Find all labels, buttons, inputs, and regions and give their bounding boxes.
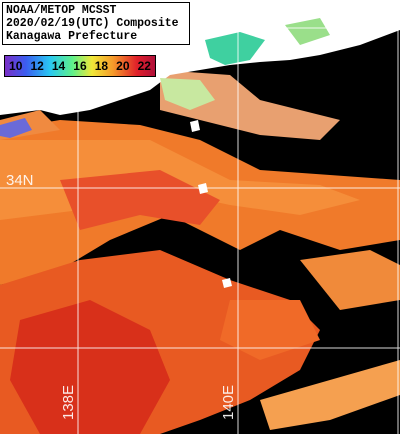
colorbar-label: 20 <box>116 59 130 73</box>
sea-surface <box>0 70 400 434</box>
header-box: NOAA/METOP MCSST 2020/02/19(UTC) Composi… <box>2 2 190 45</box>
lon-label: 138E <box>60 384 77 420</box>
colorbar-label: 22 <box>137 59 151 73</box>
colorbar-label: 18 <box>94 59 109 73</box>
color-bar: 10 12 14 16 18 20 22 <box>4 55 156 77</box>
header-line: Kanagawa Prefecture <box>6 30 138 43</box>
colorbar-label: 12 <box>30 59 44 73</box>
colorbar-label: 16 <box>73 59 87 73</box>
colorbar-label: 10 <box>9 59 23 73</box>
lon-label: 140E <box>220 384 237 420</box>
lat-label: 34N <box>6 172 34 189</box>
header-line: NOAA/METOP MCSST <box>6 4 117 17</box>
colorbar-label: 14 <box>51 59 66 73</box>
cold-water <box>0 18 330 138</box>
header-line: 2020/02/19(UTC) Composite <box>6 17 179 30</box>
